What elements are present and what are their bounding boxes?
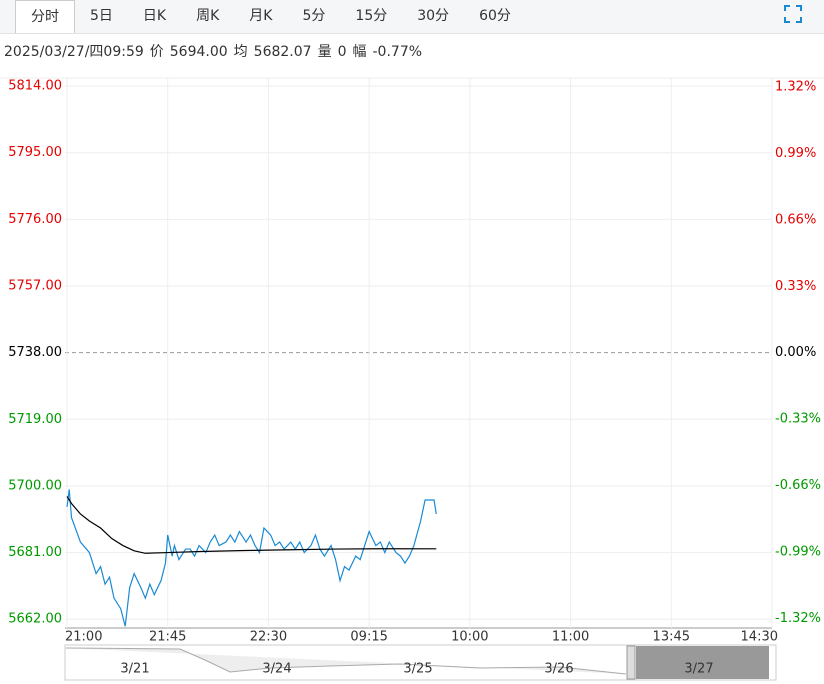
vol: 0 [337,44,347,60]
y-tick-label: 5700.00 [8,478,62,493]
x-tick-label: 21:00 [65,630,102,645]
navigator-label: 3/26 [544,662,573,677]
price-line [66,489,437,627]
y2-tick-label: -1.32% [775,611,821,626]
navigator-handle[interactable] [626,645,636,680]
y2-tick-label: -0.99% [775,544,821,559]
tab[interactable]: 分时 [15,0,75,33]
y-tick-label: 5719.00 [8,412,62,427]
price-line [66,496,437,554]
x-tick-label: 21:45 [149,630,186,645]
info-line: 2025/03/27/四09:59 价 5694.00 均 5682.07 量 0 幅 -0.7… [4,41,428,61]
y2-tick-label: 0.66% [775,212,816,227]
x-tick-label: 13:45 [653,630,690,645]
navigator-window[interactable] [636,646,769,679]
tab[interactable]: 周K [196,8,220,24]
change-label: 幅 [352,44,367,60]
tab[interactable]: 15分 [355,8,388,24]
y-tick-label: 5662.00 [8,612,62,627]
datetime: 2025/03/27/四09:59 [4,44,144,60]
navigator-label: 3/25 [403,662,432,677]
tab[interactable]: 30分 [417,8,450,24]
x-tick-label: 22:30 [250,630,287,645]
navigator-label: 3/24 [262,662,291,677]
y-tick-label: 5738.00 [8,345,62,360]
tab[interactable]: 5分 [302,8,326,24]
y2-tick-label: 0.00% [775,345,816,360]
fullscreen-icon[interactable] [784,5,802,23]
y2-tick-label: 1.32% [775,80,816,95]
y2-tick-label: -0.66% [775,478,821,493]
x-tick-label: 11:00 [552,630,589,645]
y-tick-label: 5814.00 [8,79,62,94]
x-tick-label: 09:15 [350,630,387,645]
navigator-label: 3/21 [120,662,149,677]
y2-tick-label: 0.99% [775,146,816,161]
tab[interactable]: 5日 [90,8,113,24]
tab[interactable]: 月K [249,8,273,24]
y2-tick-label: -0.33% [775,412,821,427]
y-tick-label: 5681.00 [8,545,62,560]
navigator-label: 3/27 [684,662,713,677]
y-tick-label: 5757.00 [8,279,62,294]
change: -0.77% [372,44,423,60]
tab[interactable]: 60分 [479,8,511,24]
y-tick-label: 5776.00 [8,212,62,227]
price-label: 价 [149,44,164,60]
avg-label: 均 [233,44,248,60]
tab-bar: 分时 5日 日K 周K 月K 5分 15分 30分 60分 [0,0,824,34]
avg: 5682.07 [253,44,312,60]
tab[interactable]: 日K [142,8,167,24]
y-tick-label: 5795.00 [8,145,62,160]
price: 5694.00 [169,44,228,60]
x-tick-label: 10:00 [451,630,488,645]
x-tick-label: 14:30 [741,630,778,645]
navigator [64,644,777,681]
navigator-line [65,647,627,675]
y2-tick-label: 0.33% [775,279,816,294]
vol-label: 量 [317,44,332,60]
